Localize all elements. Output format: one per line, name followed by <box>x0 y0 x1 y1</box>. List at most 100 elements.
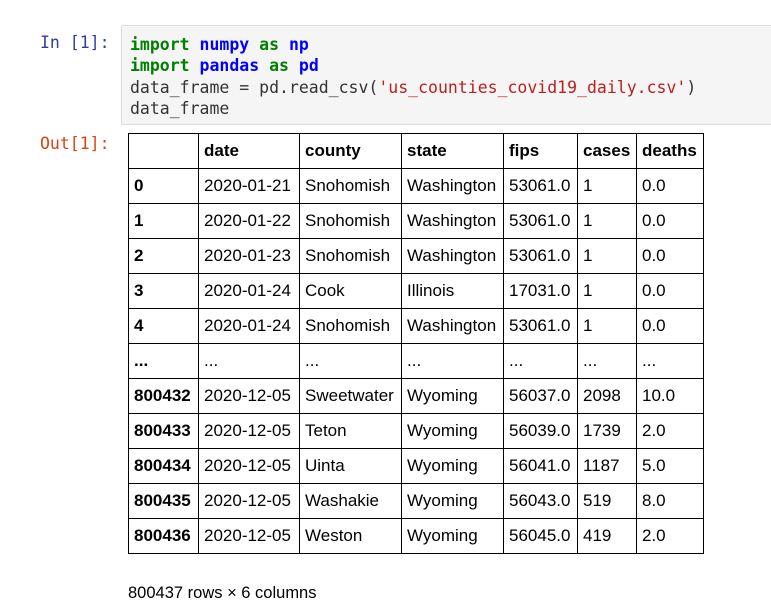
table-cell: 1 <box>577 238 637 274</box>
row-index-cell: 800434 <box>128 448 199 484</box>
table-cell: 56041.0 <box>503 448 578 484</box>
column-header-county: county <box>299 133 402 169</box>
table-cell: 53061.0 <box>503 238 578 274</box>
table-row: 800433 2020-12-05 Teton Wyoming 56039.0 1739 2… <box>128 413 704 449</box>
table-cell: 53061.0 <box>503 203 578 239</box>
table-row: ..................... <box>128 343 704 379</box>
table-cell: 0.0 <box>636 308 704 344</box>
table-cell: ... <box>503 343 578 379</box>
code-string: 'us_counties_covid19_daily.csv' <box>378 77 687 97</box>
code-keyword: import <box>130 35 190 54</box>
table-cell: 2020-01-22 <box>198 203 300 239</box>
code-text <box>259 56 269 75</box>
table-cell: Uinta <box>299 448 402 484</box>
table-cell: 2020-01-24 <box>198 273 300 309</box>
code-cell-editor[interactable]: import numpy as np import pandas as pd dat… <box>121 25 771 125</box>
table-cell: 56039.0 <box>503 413 578 449</box>
table-cell: 8.0 <box>636 483 704 519</box>
table-header-row: date county state fips cases deaths <box>128 133 704 169</box>
code-line: import numpy as np <box>130 34 696 55</box>
table-row: 2 2020-01-23 Snohomish Washington 53061.0 1 0.… <box>128 238 704 274</box>
table-cell: Washakie <box>299 483 402 519</box>
table-cell: Cook <box>299 273 402 309</box>
table-body: 0 2020-01-21 Snohomish Washington 53061.0 1 0.… <box>128 168 704 554</box>
table-cell: 1 <box>577 203 637 239</box>
table-cell: 56045.0 <box>503 518 578 554</box>
table-cell: Snohomish <box>299 168 402 204</box>
output-prompt: Out[1]: <box>40 134 110 153</box>
column-header-deaths: deaths <box>636 133 704 169</box>
code-keyword: as <box>269 56 289 76</box>
code-module-name: pd <box>298 56 319 76</box>
code-keyword: import <box>130 56 190 76</box>
row-index-cell: 4 <box>128 308 199 344</box>
row-index-cell: 1 <box>128 203 199 239</box>
table-row: 800435 2020-12-05 Washakie Wyoming 56043.0 51… <box>128 483 704 519</box>
table-cell: 56037.0 <box>503 378 578 414</box>
table-cell: 1 <box>577 273 637 309</box>
table-cell: Snohomish <box>299 238 402 274</box>
table-cell: Wyoming <box>401 518 504 554</box>
table-cell: ... <box>401 343 504 379</box>
code-module-name: pandas <box>199 56 260 76</box>
code-module-name: np <box>288 35 309 54</box>
table-row: 1 2020-01-22 Snohomish Washington 53061.0 1 0.… <box>128 203 704 239</box>
table-cell: Sweetwater <box>299 378 402 414</box>
table-cell: 2.0 <box>636 518 704 554</box>
code-module-name: numpy <box>199 35 250 54</box>
code-text: data_frame = pd.read_csv( <box>130 77 379 97</box>
table-cell: Wyoming <box>401 413 504 449</box>
code-line: data_frame <box>130 98 696 119</box>
table-cell: Washington <box>401 238 504 274</box>
table-cell: Snohomish <box>299 308 402 344</box>
table-cell: 10.0 <box>636 378 704 414</box>
row-index-cell: 800432 <box>128 378 199 414</box>
table-cell: 2020-01-23 <box>198 238 300 274</box>
table-cell: Washington <box>401 168 504 204</box>
table-cell: 0.0 <box>636 168 704 204</box>
table-cell: Washington <box>401 308 504 344</box>
table-cell: 2.0 <box>636 413 704 449</box>
table-cell: 56043.0 <box>503 483 578 519</box>
table-cell: Wyoming <box>401 448 504 484</box>
code-keyword: as <box>259 35 280 54</box>
table-cell: 1 <box>577 168 637 204</box>
row-index-cell: 0 <box>128 168 199 204</box>
table-cell: Teton <box>299 413 402 449</box>
dataframe-shape-text: 800437 rows × 6 columns <box>128 584 317 602</box>
table-cell: Snohomish <box>299 203 402 239</box>
code-line: import pandas as pd <box>130 55 696 76</box>
code-text <box>249 35 259 54</box>
table-row: 800432 2020-12-05 Sweetwater Wyoming 56037.0… <box>128 378 704 414</box>
table-cell: ... <box>198 343 300 379</box>
table-cell: 53061.0 <box>503 308 578 344</box>
code-text: ) <box>686 77 697 97</box>
table-cell: 0.0 <box>636 238 704 274</box>
table-row: 800434 2020-12-05 Uinta Wyoming 56041.0 1187 5… <box>128 448 704 484</box>
code-lines: import numpy as np import pandas as pd dat… <box>130 34 696 119</box>
index-header-cell <box>128 133 199 169</box>
table-row: 800436 2020-12-05 Weston Wyoming 56045.0 419 2… <box>128 518 704 554</box>
table-cell: Illinois <box>401 273 504 309</box>
table-cell: 2020-12-05 <box>198 448 300 484</box>
table-cell: 1187 <box>577 448 637 484</box>
row-index-cell: ... <box>128 343 199 379</box>
table-cell: 2020-12-05 <box>198 518 300 554</box>
table-cell: 53061.0 <box>503 168 578 204</box>
column-header-fips: fips <box>503 133 578 169</box>
dataframe-table: date county state fips cases deaths 0 2020-01-… <box>128 133 704 554</box>
row-index-cell: 3 <box>128 273 199 309</box>
table-cell: 419 <box>577 518 637 554</box>
table-cell: 5.0 <box>636 448 704 484</box>
column-header-cases: cases <box>577 133 637 169</box>
column-header-date: date <box>198 133 300 169</box>
table-cell: ... <box>636 343 704 379</box>
table-cell: 2020-01-21 <box>198 168 300 204</box>
table-cell: 2020-12-05 <box>198 413 300 449</box>
table-cell: 2020-12-05 <box>198 378 300 414</box>
table-cell: 2098 <box>577 378 637 414</box>
table-cell: Weston <box>299 518 402 554</box>
table-cell: Wyoming <box>401 483 504 519</box>
row-index-cell: 800435 <box>128 483 199 519</box>
table-cell: ... <box>577 343 637 379</box>
